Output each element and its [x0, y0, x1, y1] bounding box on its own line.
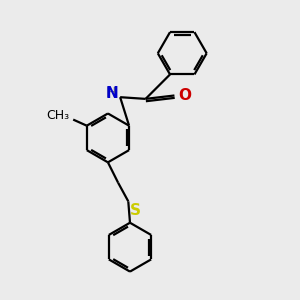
- Text: H: H: [105, 86, 116, 100]
- Text: N: N: [106, 85, 119, 100]
- Text: S: S: [130, 203, 141, 218]
- Text: CH₃: CH₃: [47, 109, 70, 122]
- Text: O: O: [178, 88, 191, 103]
